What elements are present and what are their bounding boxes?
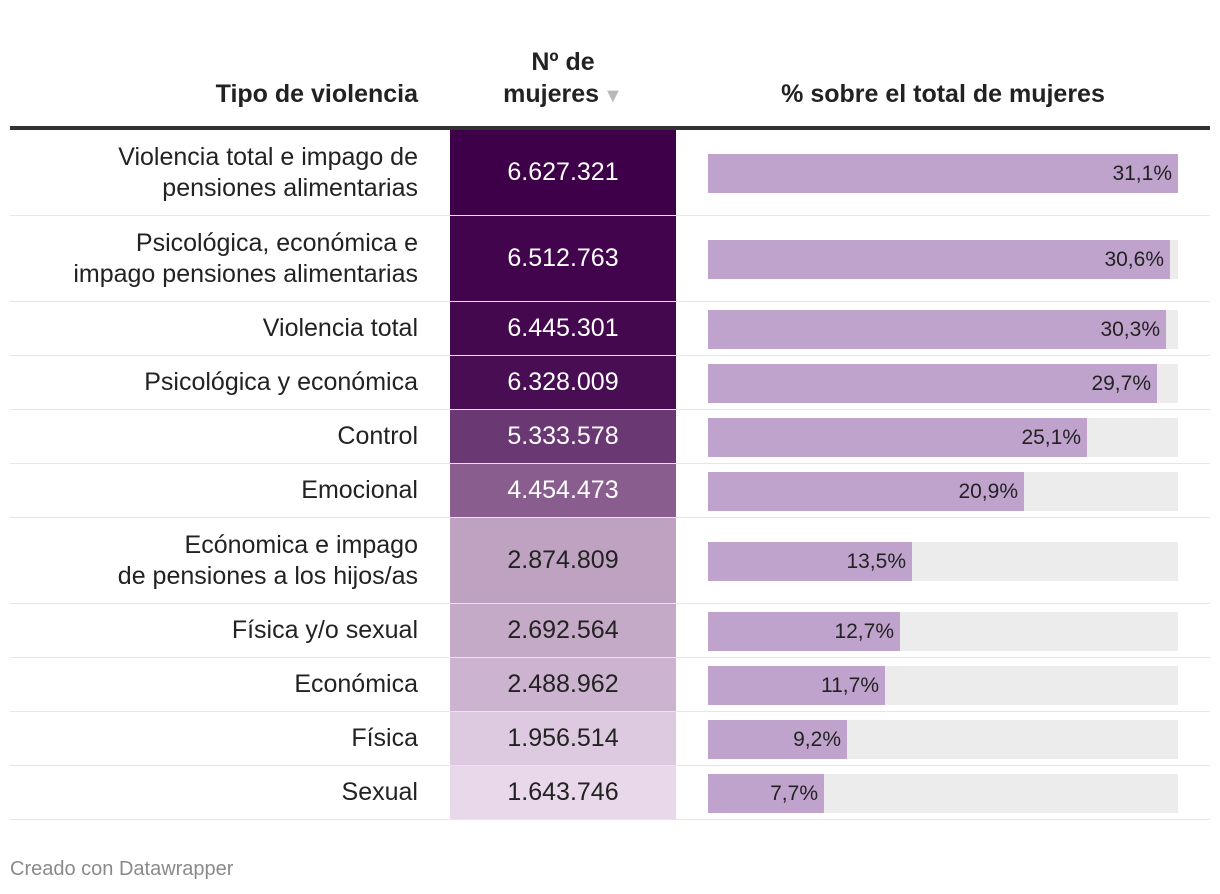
percent-bar xyxy=(708,418,1087,457)
percent-label: 7,7% xyxy=(770,781,818,805)
percent-bar-track: 12,7% xyxy=(708,612,1178,651)
percent-bar xyxy=(708,542,912,581)
column-header-count-line2: mujeres xyxy=(503,80,600,108)
percent-bar xyxy=(708,472,1024,511)
percent-label: 29,7% xyxy=(1091,371,1151,395)
table-header: Tipo de violencia Nº de mujeres ▼ % sobre… xyxy=(10,0,1210,126)
footer-credit[interactable]: Creado con Datawrapper xyxy=(10,858,234,880)
percent-label: 12,7% xyxy=(834,619,894,643)
percent-label: 11,7% xyxy=(821,673,879,697)
count-cell: 6.445.301 xyxy=(450,302,676,355)
column-header-count[interactable]: Nº de mujeres ▼ xyxy=(450,46,676,112)
percent-bar-track: 7,7% xyxy=(708,774,1178,813)
count-cell: 4.454.473 xyxy=(450,464,676,517)
table-row: Ecónomica e impago de pensiones a los hi… xyxy=(10,518,1210,604)
row-label: Ecónomica e impago de pensiones a los hi… xyxy=(117,530,418,590)
header-rule xyxy=(10,126,1210,130)
sort-down-icon[interactable]: ▼ xyxy=(603,85,623,107)
table-row: Física 1.956.514 9,2% xyxy=(10,712,1210,766)
count-cell: 5.333.578 xyxy=(450,410,676,463)
percent-bar-track: 9,2% xyxy=(708,720,1178,759)
percent-label: 30,3% xyxy=(1100,317,1160,341)
percent-label: 20,9% xyxy=(958,479,1018,503)
table-row: Económica 2.488.962 11,7% xyxy=(10,658,1210,712)
count-cell: 2.874.809 xyxy=(450,518,676,603)
count-cell: 6.627.321 xyxy=(450,130,676,215)
percent-bar-track: 13,5% xyxy=(708,542,1178,581)
percent-label: 13,5% xyxy=(846,549,906,573)
row-label: Psicológica, económica e impago pensione… xyxy=(73,228,418,288)
table-row: Emocional 4.454.473 20,9% xyxy=(10,464,1210,518)
percent-bar xyxy=(708,310,1166,349)
percent-bar-track: 20,9% xyxy=(708,472,1178,511)
percent-label: 31,1% xyxy=(1112,161,1172,185)
row-label: Violencia total e impago de pensiones al… xyxy=(118,142,418,202)
percent-bar-track: 30,6% xyxy=(708,240,1178,279)
percent-label: 9,2% xyxy=(793,727,841,751)
count-cell: 1.643.746 xyxy=(450,766,676,819)
row-label: Física xyxy=(351,724,418,752)
row-label: Sexual xyxy=(341,778,418,806)
percent-bar xyxy=(708,720,847,759)
table-row: Sexual 1.643.746 7,7% xyxy=(10,766,1210,820)
percent-bar xyxy=(708,364,1157,403)
percent-bar xyxy=(708,154,1178,193)
count-cell: 6.328.009 xyxy=(450,356,676,409)
table-row: Control 5.333.578 25,1% xyxy=(10,410,1210,464)
percent-bar-track: 31,1% xyxy=(708,154,1178,193)
percent-bar xyxy=(708,612,900,651)
column-header-percent: % sobre el total de mujeres xyxy=(781,80,1105,108)
table-row: Violencia total e impago de pensiones al… xyxy=(10,130,1210,216)
row-label: Emocional xyxy=(301,476,418,504)
percent-bar xyxy=(708,240,1170,279)
count-cell: 6.512.763 xyxy=(450,216,676,301)
table-row: Psicológica y económica 6.328.009 29,7% xyxy=(10,356,1210,410)
percent-bar-track: 11,7% xyxy=(708,666,1178,705)
row-label: Económica xyxy=(294,670,418,698)
count-cell: 2.488.962 xyxy=(450,658,676,711)
percent-label: 25,1% xyxy=(1021,425,1081,449)
percent-bar xyxy=(708,666,885,705)
percent-label: 30,6% xyxy=(1104,247,1164,271)
row-label: Física y/o sexual xyxy=(231,616,418,644)
count-cell: 2.692.564 xyxy=(450,604,676,657)
percent-bar-track: 29,7% xyxy=(708,364,1178,403)
table-row: Psicológica, económica e impago pensione… xyxy=(10,216,1210,302)
column-header-type: Tipo de violencia xyxy=(215,80,418,108)
table-row: Física y/o sexual 2.692.564 12,7% xyxy=(10,604,1210,658)
percent-bar-track: 25,1% xyxy=(708,418,1178,457)
row-label: Control xyxy=(337,422,418,450)
table-row: Violencia total 6.445.301 30,3% xyxy=(10,302,1210,356)
count-cell: 1.956.514 xyxy=(450,712,676,765)
percent-bar-track: 30,3% xyxy=(708,310,1178,349)
column-header-count-line1: Nº de xyxy=(531,48,595,76)
row-label: Violencia total xyxy=(262,314,418,342)
percent-bar xyxy=(708,774,824,813)
row-label: Psicológica y económica xyxy=(144,368,418,396)
